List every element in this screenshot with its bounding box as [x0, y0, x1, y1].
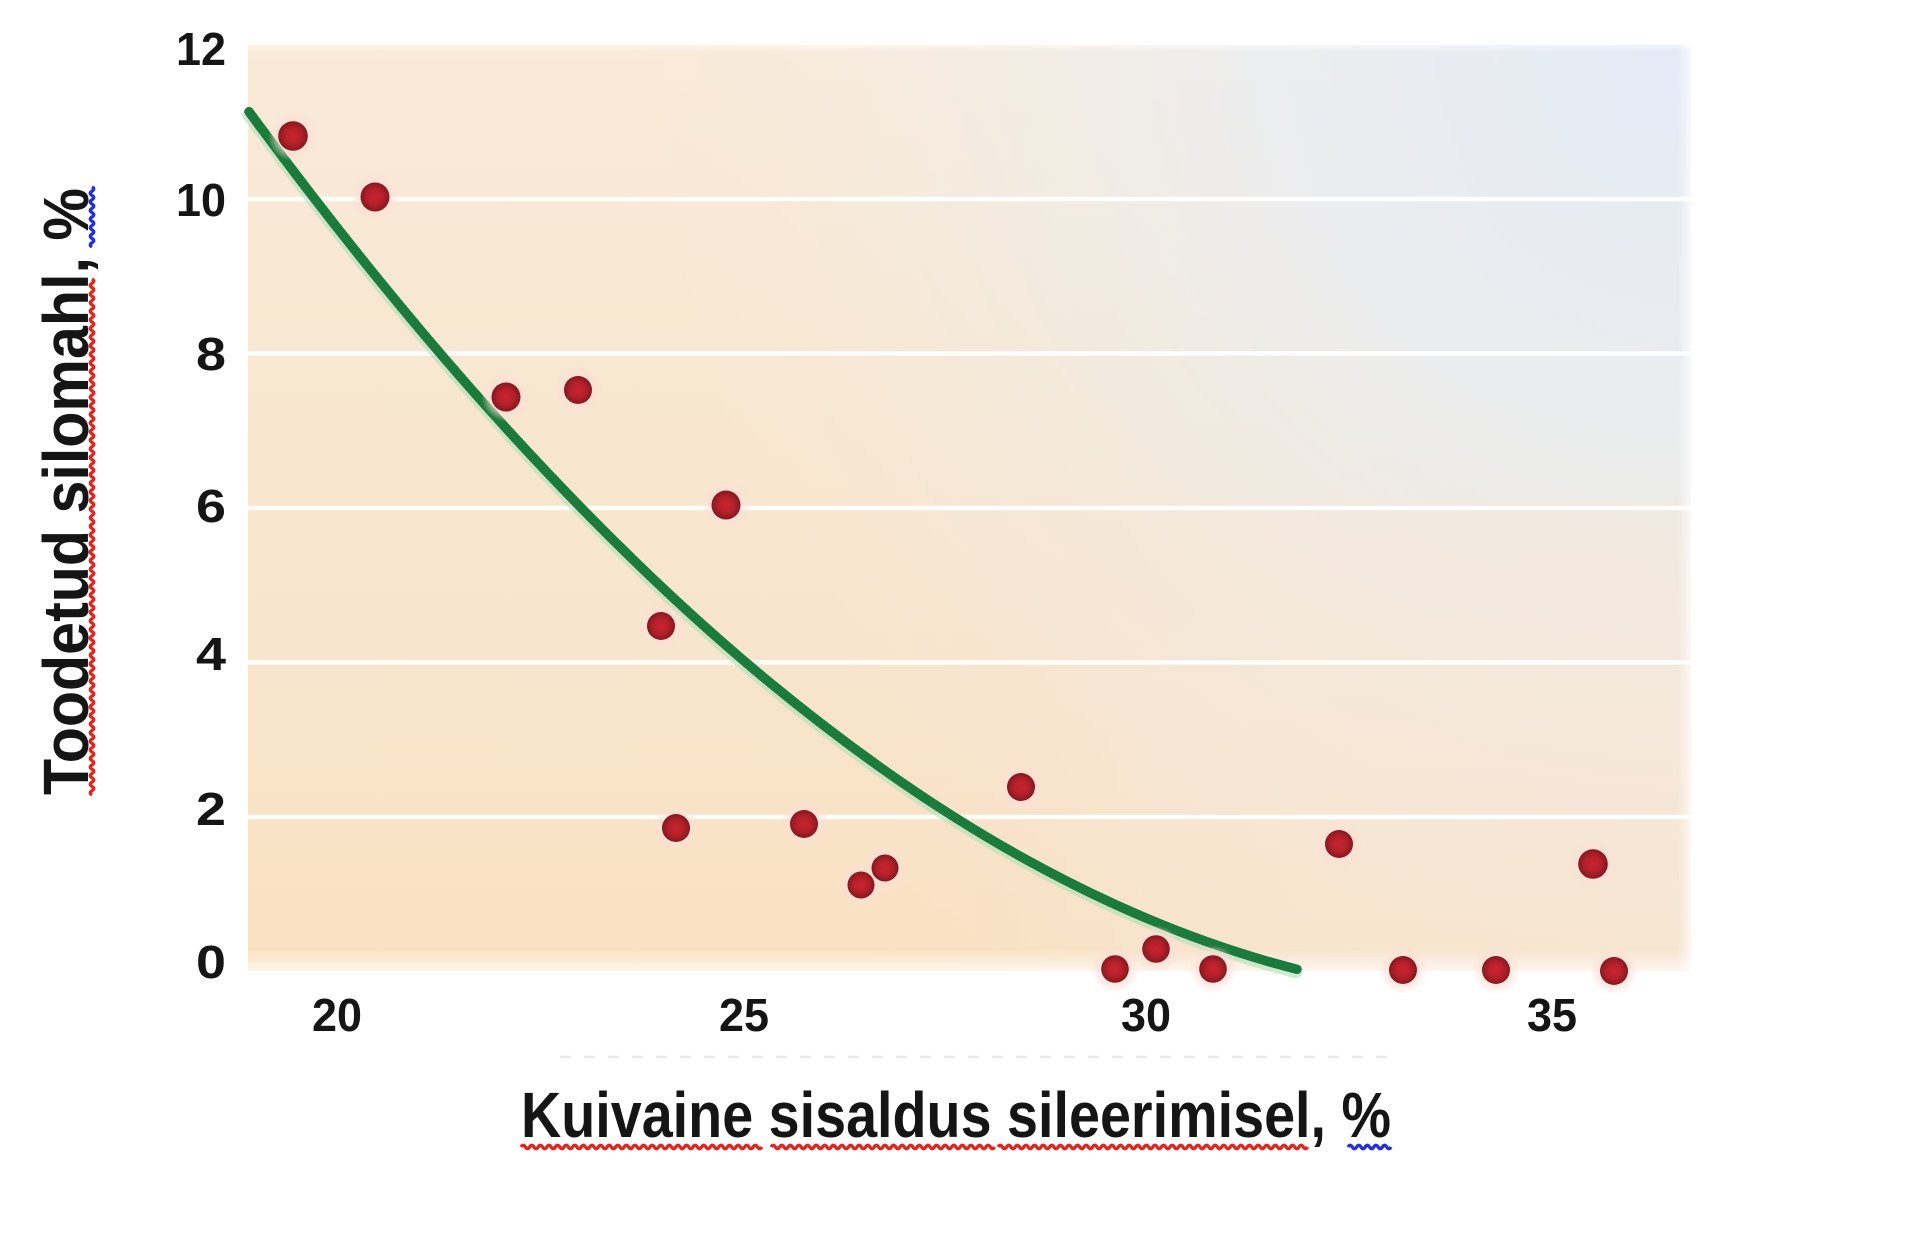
svg-text:25: 25	[719, 989, 769, 1041]
svg-text:8: 8	[196, 328, 226, 380]
svg-text:35: 35	[1527, 989, 1577, 1041]
svg-text:20: 20	[312, 989, 362, 1041]
svg-text:12: 12	[176, 23, 226, 75]
svg-text:2: 2	[196, 783, 226, 835]
svg-text:30: 30	[1121, 989, 1171, 1041]
svg-text:6: 6	[196, 480, 226, 532]
svg-text:4: 4	[196, 628, 226, 680]
svg-text:10: 10	[176, 174, 226, 226]
svg-text:0: 0	[196, 936, 226, 988]
svg-text:Kuivaine sisaldus sileerimisel: Kuivaine sisaldus sileerimisel, %	[521, 1079, 1391, 1151]
